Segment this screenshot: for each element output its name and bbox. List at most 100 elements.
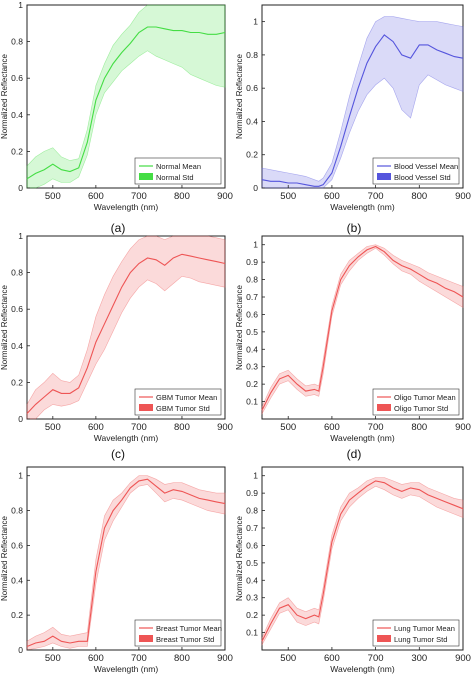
x-axis-label: Wavelength (nm) <box>330 433 395 443</box>
x-tick-label: 300 <box>411 653 427 664</box>
legend-box <box>134 157 222 185</box>
x-tick-label: 800 <box>174 422 190 433</box>
y-tick-label: 0.6 <box>11 540 23 550</box>
y-axis-label: Normalized Reflectance <box>0 284 9 369</box>
plot-area <box>26 4 226 189</box>
legend-std-label: Breast Tumor Std <box>156 635 214 644</box>
x-tick-label: 600 <box>324 653 340 664</box>
x-tick-label: 600 <box>324 422 340 433</box>
mean-line <box>261 245 464 411</box>
mean-line <box>261 480 464 642</box>
x-tick-label: 500 <box>280 422 296 433</box>
y-tick-label: 0.4 <box>11 575 23 585</box>
legend-std-swatch <box>139 173 153 180</box>
y-tick-label: 0.4 <box>11 110 23 120</box>
y-tick-label: 0.6 <box>11 73 23 83</box>
y-tick-label: 0.8 <box>246 275 258 285</box>
x-axis-label: Wavelength (nm) <box>330 664 395 674</box>
x-axis-label: Wavelength (nm) <box>330 202 395 212</box>
y-tick-label: 1 <box>253 17 258 27</box>
y-tick-label: 0.2 <box>11 377 23 387</box>
x-tick-label: 800 <box>411 191 427 202</box>
plot-area <box>26 235 226 420</box>
y-tick-label: 1 <box>253 240 258 250</box>
legend-std-label: Lung Tumor Std <box>394 635 447 644</box>
panel-caption: (d) <box>347 447 362 461</box>
x-axis-label: Wavelength (nm) <box>94 433 159 443</box>
std-band <box>261 16 464 189</box>
x-axis-label: Wavelength (nm) <box>94 202 159 212</box>
y-tick-label: 0.9 <box>246 257 258 267</box>
x-tick-label: 700 <box>368 422 384 433</box>
legend-std-label: Normal Std <box>156 173 194 182</box>
plot-area <box>261 4 464 189</box>
y-tick-label: 0.7 <box>246 292 258 302</box>
y-tick-label: 0.8 <box>246 506 258 516</box>
x-axis-label: Wavelength (nm) <box>94 664 159 674</box>
y-tick-label: 0.3 <box>246 593 258 603</box>
x-tick-label: 500 <box>45 653 61 664</box>
std-band <box>261 244 464 415</box>
y-tick-label: 0.5 <box>246 327 258 337</box>
x-tick-label: 800 <box>174 653 190 664</box>
y-tick-label: 0.6 <box>246 540 258 550</box>
x-tick-label: 900 <box>217 422 233 433</box>
plot-area <box>261 235 464 420</box>
x-tick-label: 500 <box>280 191 296 202</box>
y-tick-label: 0.2 <box>246 379 258 389</box>
y-tick-label: 0.8 <box>11 37 23 47</box>
legend-mean-label: Normal Mean <box>156 162 201 171</box>
x-tick-label: 900 <box>217 191 233 202</box>
y-tick-label: 0.9 <box>246 488 258 498</box>
x-tick-label: 700 <box>131 653 147 664</box>
panel-caption: (a) <box>111 221 126 235</box>
y-tick-label: 0.2 <box>11 610 23 620</box>
std-band <box>26 4 226 189</box>
y-tick-label: 0 <box>253 183 258 193</box>
y-tick-label: 0.2 <box>246 150 258 160</box>
std-band <box>261 477 464 646</box>
x-tick-label: 600 <box>324 191 340 202</box>
std-band <box>26 235 226 420</box>
mean-line <box>261 34 464 187</box>
y-tick-label: 0.4 <box>246 116 258 126</box>
y-axis-label: Normalized Reflectance <box>235 284 244 369</box>
y-axis-label: Normalized Reflectance <box>0 53 9 138</box>
x-tick-label: 700 <box>368 653 384 664</box>
y-tick-label: 0.4 <box>246 344 258 354</box>
legend-mean-label: Breast Tumor Mean <box>156 624 222 633</box>
x-tick-label: 900 <box>455 191 471 202</box>
y-tick-label: 0.7 <box>246 523 258 533</box>
panel-caption: (c) <box>111 447 125 461</box>
legend-std-label: Oligo Tumor Std <box>394 404 448 413</box>
y-tick-label: 0.1 <box>246 397 258 407</box>
plot-area <box>26 466 226 651</box>
legend-std-label: Blood Vessel Std <box>394 173 451 182</box>
x-tick-label: 600 <box>88 653 104 664</box>
legend-mean-label: Oligo Tumor Mean <box>394 393 456 402</box>
mean-line <box>26 478 226 648</box>
y-tick-label: 0 <box>18 645 23 655</box>
mean-line <box>26 253 226 414</box>
y-tick-label: 0.1 <box>246 628 258 638</box>
y-tick-label: 0.8 <box>11 506 23 516</box>
x-tick-label: 700 <box>131 191 147 202</box>
x-tick-label: 900 <box>217 653 233 664</box>
x-tick-label: 500 <box>280 653 296 664</box>
y-tick-label: 0.2 <box>11 146 23 156</box>
chart-panel-2: 500 600 700 800 900 0 0.2 0.4 0.6 0.8 1 Wavelength … <box>235 4 471 235</box>
y-tick-label: 1 <box>253 471 258 481</box>
y-tick-label: 1 <box>18 0 23 10</box>
legend-mean-label: Lung Tumor Mean <box>394 624 455 633</box>
y-axis-label: Normalized Reflectance <box>235 515 244 600</box>
y-tick-label: 0.5 <box>246 558 258 568</box>
y-tick-label: 0.4 <box>11 341 23 351</box>
chart-panel-6: 500 600 700 300 900 0.1 0.2 0.3 0.4 0.5 0.6 0.7 0.8 0… <box>235 466 471 674</box>
y-tick-label: 0 <box>18 183 23 193</box>
x-tick-label: 500 <box>45 191 61 202</box>
mean-line <box>26 26 226 180</box>
legend-std-label: GBM Tumor Std <box>156 404 210 413</box>
x-tick-label: 900 <box>455 653 471 664</box>
legend-std-swatch <box>139 404 153 411</box>
